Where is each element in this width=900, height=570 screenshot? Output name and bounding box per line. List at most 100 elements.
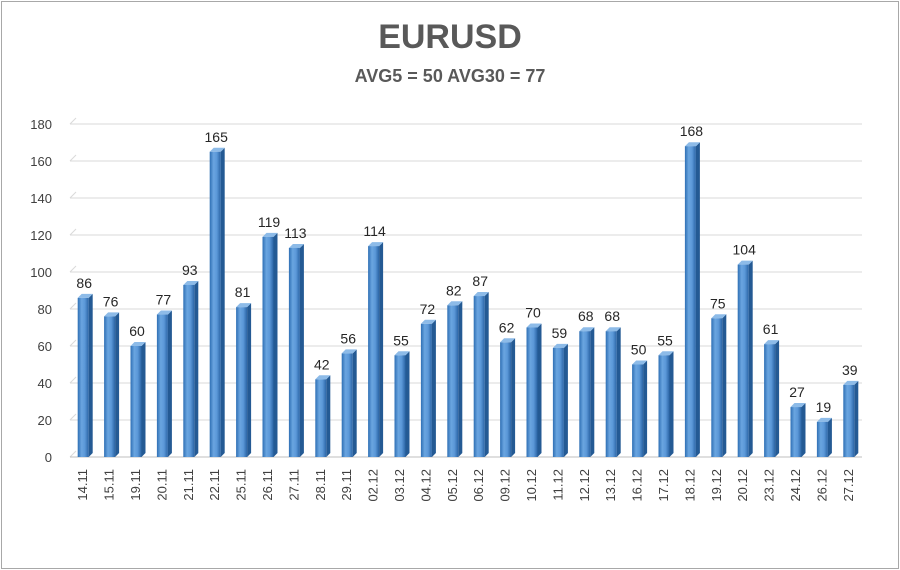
bars [77, 142, 859, 457]
y-tick-label: 40 [38, 376, 52, 391]
bar-side [458, 301, 463, 457]
x-tick-label: 26.12 [814, 469, 829, 502]
gridline-depth [69, 117, 77, 125]
bar-top [394, 351, 410, 356]
data-label: 70 [525, 305, 541, 321]
bar-side [405, 351, 410, 457]
bar-top [288, 243, 304, 248]
data-label: 59 [552, 325, 568, 341]
bar-top [236, 303, 252, 308]
bar-top [447, 301, 463, 306]
y-axis-ticks: 0 20 40 60 80 100 120 140 160 180 [30, 117, 52, 465]
x-tick-label: 09.12 [498, 469, 513, 502]
bar [790, 407, 802, 457]
x-tick-label: 27.11 [286, 469, 301, 501]
bar [236, 307, 248, 457]
data-label: 68 [604, 308, 620, 324]
gridline-depth [69, 413, 77, 421]
gridline-depth [69, 339, 77, 347]
bar [658, 355, 670, 457]
data-label: 68 [578, 308, 594, 324]
y-tick-label: 20 [38, 413, 52, 428]
bar [209, 151, 221, 457]
bar-top [262, 232, 278, 237]
x-tick-label: 10.12 [524, 469, 539, 502]
bar-side [379, 242, 384, 457]
chart-subtitle: AVG5 = 50 AVG30 = 77 [354, 66, 546, 86]
y-tick-label: 160 [30, 154, 52, 169]
y-tick-label: 60 [38, 339, 52, 354]
bar [552, 347, 564, 457]
data-label: 87 [472, 273, 488, 289]
bar-top [526, 323, 542, 328]
x-tick-label: 05.12 [445, 469, 460, 502]
bar [764, 344, 776, 457]
bar [368, 246, 380, 457]
data-label: 75 [710, 295, 726, 311]
bar-top [183, 280, 199, 285]
x-axis-ticks: 14.11 15.11 19.11 20.11 21.11 22.11 25.11 26.11… [75, 469, 856, 502]
bar-top [552, 343, 568, 348]
bar-side [431, 319, 436, 457]
bar [684, 146, 696, 457]
bar-side [669, 351, 674, 457]
bar-side [616, 327, 621, 457]
bar [711, 318, 723, 457]
bar-side [167, 310, 172, 457]
data-label: 62 [499, 319, 515, 335]
bar [262, 236, 274, 457]
x-tick-label: 20.11 [154, 469, 169, 501]
x-tick-label: 25.11 [234, 469, 249, 501]
bar [341, 353, 353, 457]
data-label: 168 [680, 123, 704, 139]
grid-lines [69, 117, 862, 458]
data-label: 72 [420, 301, 436, 317]
bar-side [247, 303, 252, 457]
bar-side [695, 142, 700, 457]
bar-top [209, 147, 225, 152]
chart-title: EURUSD [378, 18, 522, 56]
x-tick-label: 29.11 [339, 469, 354, 501]
x-tick-label: 26.11 [260, 469, 275, 501]
y-tick-label: 180 [30, 117, 52, 132]
bar-top [737, 260, 753, 265]
bar-side [748, 260, 753, 457]
bar-side [537, 323, 542, 457]
x-tick-label: 12.12 [577, 469, 592, 502]
bar [526, 327, 538, 457]
data-label: 104 [733, 242, 757, 258]
y-tick-label: 120 [30, 228, 52, 243]
x-tick-label: 23.12 [762, 469, 777, 502]
gridline-depth [69, 265, 77, 273]
bar-side [643, 360, 648, 457]
bar [183, 284, 195, 457]
bar-top [579, 327, 595, 332]
data-label: 27 [789, 384, 805, 400]
bar-top [605, 327, 621, 332]
data-label: 55 [657, 332, 673, 348]
bar [816, 421, 828, 457]
bar-side [511, 338, 516, 457]
data-label: 165 [205, 129, 229, 145]
bar-side [827, 417, 832, 457]
bar-top [658, 351, 674, 356]
y-tick-label: 0 [45, 450, 52, 465]
bar-side [775, 340, 780, 457]
bar-top [315, 375, 331, 380]
bar-side [273, 232, 278, 457]
x-tick-label: 02.12 [366, 469, 381, 502]
gridline-depth [69, 191, 77, 199]
bar [843, 384, 855, 457]
data-label: 55 [393, 332, 409, 348]
x-tick-label: 19.11 [128, 469, 143, 501]
data-label: 39 [842, 362, 858, 378]
bar-side [484, 292, 489, 457]
x-tick-label: 11.12 [550, 469, 565, 501]
data-label: 50 [631, 342, 647, 358]
bar-side [590, 327, 595, 457]
bar-top [130, 342, 146, 346]
bar [605, 331, 617, 457]
bar-side [722, 314, 727, 457]
bar [315, 379, 327, 457]
